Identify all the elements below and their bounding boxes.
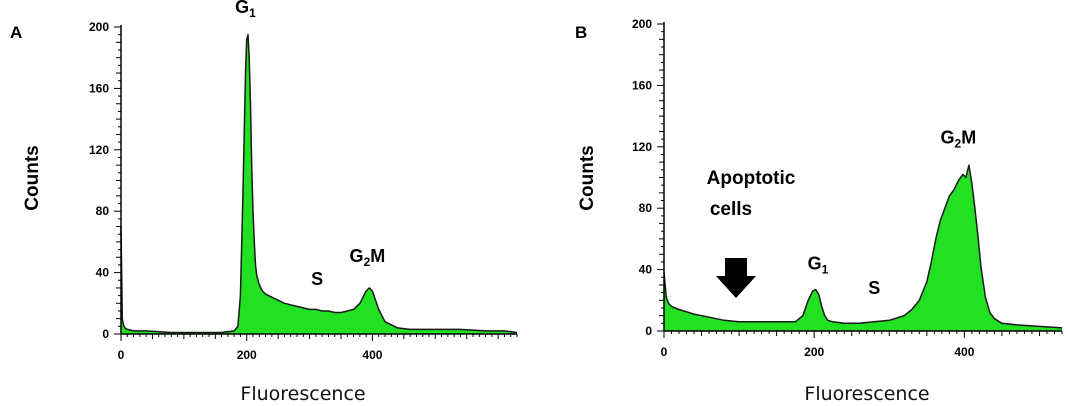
panel-a-y-axis-label: Counts: [22, 145, 43, 210]
panel-a-y-tick-label: 40: [96, 266, 110, 280]
panel-b-y-tick-label: 40: [639, 263, 653, 277]
panel-b-y-tick-label: 0: [645, 324, 652, 338]
apoptotic-callout-line-1: Apoptotic: [707, 168, 796, 189]
panel-b-x-axis-label: Fluorescence: [804, 383, 929, 405]
panel-a-plot: 0 40 80 120 160 200 0 200 400 G1 S G2M: [89, 0, 518, 362]
panel-b-y-axis-label: Counts: [577, 145, 598, 210]
down-arrow-icon: [716, 258, 756, 298]
panel-a-y-tick-label: 80: [96, 204, 110, 218]
panel-a-letter: A: [10, 23, 22, 42]
panel-b-y-tick-label: 80: [639, 201, 653, 215]
panel-a-y-tick-label: 0: [102, 327, 109, 341]
panel-a-histogram-area: [121, 34, 517, 334]
panel-b-histogram-area: [664, 165, 1062, 331]
panel-a-x-tick-label: 400: [362, 348, 382, 362]
panel-a-histogram-outline: [120, 33, 518, 334]
panel-a-x-tick-label: 0: [118, 348, 125, 362]
panel-a-x-axis-label: Fluorescence: [240, 383, 365, 405]
panel-b-plot: 0 40 80 120 160 200 0 200 400 G1 S G2M: [632, 17, 1063, 359]
apoptotic-callout-line-2: cells: [710, 199, 752, 220]
panel-b-y-tick-label: 160: [632, 78, 652, 92]
panel-a-phase-label: S: [311, 269, 323, 289]
panel-a-x-tick-label: 200: [237, 348, 257, 362]
panel-b-histogram-outline: [663, 164, 1063, 329]
panel-a-phase-label: G2M: [350, 246, 386, 269]
panel-b-x-tick-label: 0: [661, 345, 668, 359]
panel-a: A Counts Fluorescence 0 40 80 120 160 200 0 200…: [10, 0, 518, 405]
panel-b-y-tick-label: 200: [632, 17, 652, 31]
panel-b-x-tick-label: 400: [954, 345, 974, 359]
panel-a-y-tick-label: 200: [89, 20, 109, 34]
panel-a-y-tick-label: 120: [89, 143, 109, 157]
panel-b: B Counts Fluorescence 0 40 80 120 160 200 0 200…: [575, 17, 1063, 405]
panel-b-phase-label: G1: [808, 254, 829, 277]
panel-a-phase-label: G1: [235, 0, 256, 20]
panel-b-x-tick-label: 200: [804, 345, 824, 359]
panel-b-letter: B: [575, 23, 587, 42]
panel-b-phase-label: S: [868, 278, 880, 298]
panel-b-phase-label: G2M: [941, 128, 977, 151]
panel-b-y-tick-label: 120: [632, 140, 652, 154]
panel-a-y-tick-label: 160: [89, 81, 109, 95]
